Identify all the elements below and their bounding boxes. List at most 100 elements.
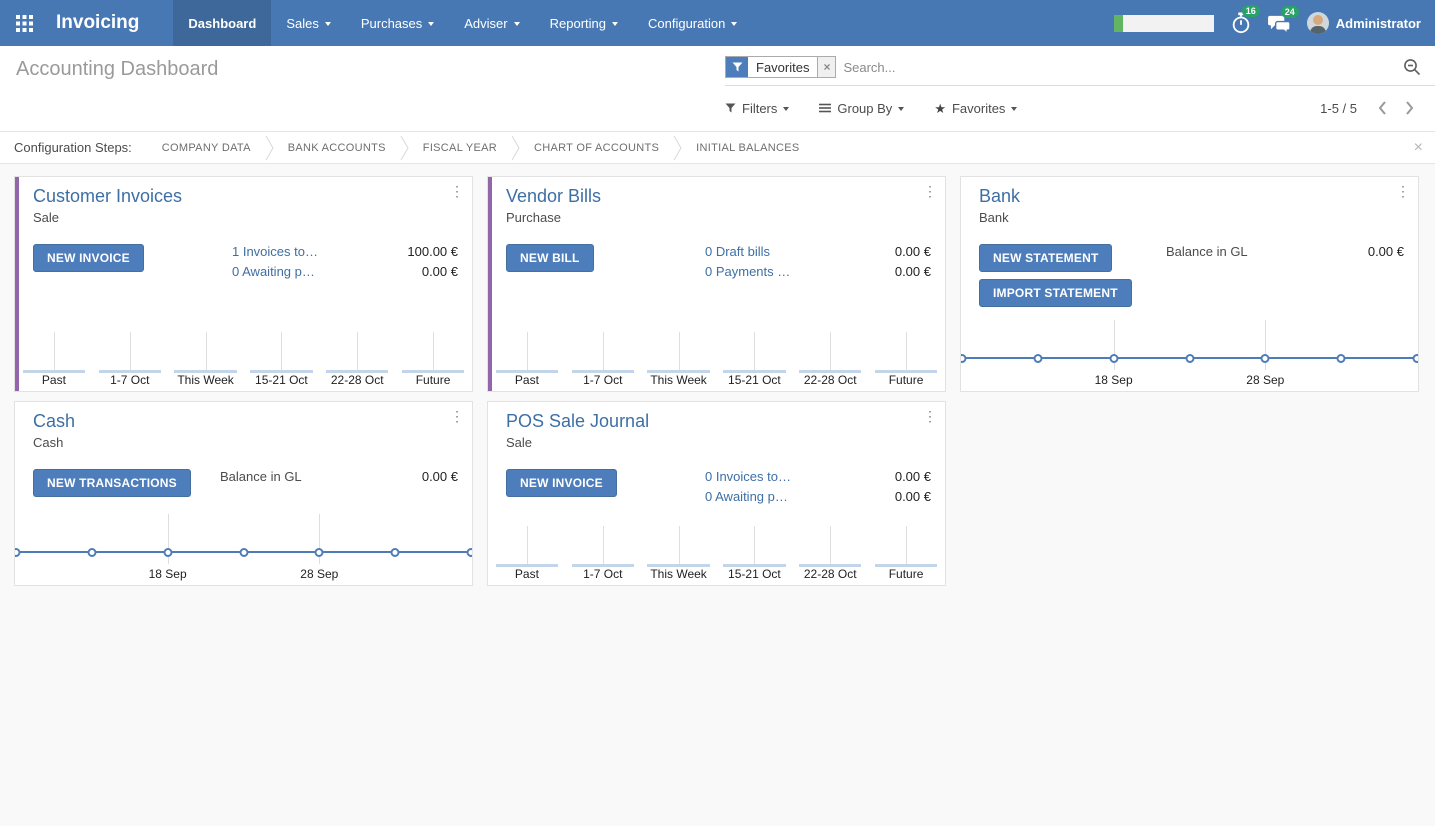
chart-bar bbox=[723, 564, 786, 567]
link-column: 0 Draft bills 0 Payments … bbox=[705, 244, 825, 279]
invoices-to-validate-link[interactable]: 0 Invoices to… bbox=[705, 469, 791, 484]
chart-tick bbox=[754, 526, 756, 564]
kebab-menu-icon[interactable]: ⋮ bbox=[450, 183, 464, 199]
chart-tick bbox=[205, 332, 207, 370]
kebab-menu-icon[interactable]: ⋮ bbox=[1396, 183, 1410, 199]
chart-bar bbox=[174, 370, 237, 373]
menu-sales[interactable]: Sales bbox=[271, 0, 346, 46]
menu-configuration[interactable]: Configuration bbox=[633, 0, 752, 46]
step-initial-balances[interactable]: INITIAL BALANCES bbox=[696, 141, 800, 154]
bar-category-label: This Week bbox=[177, 373, 234, 387]
menu-label: Sales bbox=[286, 15, 319, 31]
kebab-menu-icon[interactable]: ⋮ bbox=[923, 183, 937, 199]
draft-bills-link[interactable]: 0 Draft bills bbox=[705, 244, 771, 259]
search-bar: Favorites × bbox=[725, 56, 1435, 86]
awaiting-payments-link[interactable]: 0 Awaiting p… bbox=[705, 489, 788, 504]
bar-category-label: 22-28 Oct bbox=[803, 373, 857, 387]
journal-title-link[interactable]: Customer Invoices bbox=[33, 186, 183, 206]
bar-chart-slot: Past bbox=[489, 332, 565, 390]
chart-bar bbox=[571, 564, 634, 567]
menu-dashboard[interactable]: Dashboard bbox=[173, 0, 272, 46]
invoices-to-validate-link[interactable]: 1 Invoices to… bbox=[232, 244, 318, 259]
journal-subtitle: Purchase bbox=[506, 210, 561, 225]
card-header: POS Sale Journal Sale bbox=[488, 402, 945, 450]
facet-label: Favorites bbox=[748, 57, 818, 77]
bar-chart-slot: This Week bbox=[641, 526, 717, 584]
journal-card-cash: Cash Cash ⋮ NEW TRANSACTIONS Balance in … bbox=[14, 401, 473, 586]
menu-purchases[interactable]: Purchases bbox=[346, 0, 449, 46]
apps-menu-button[interactable] bbox=[0, 0, 48, 46]
chevron-down-icon bbox=[612, 22, 618, 26]
chart-point bbox=[961, 354, 967, 363]
journal-title-link[interactable]: Vendor Bills bbox=[506, 186, 602, 206]
menu-reporting[interactable]: Reporting bbox=[535, 0, 633, 46]
dashboard-kanban: Customer Invoices Sale ⋮ NEW INVOICE 1 I… bbox=[0, 164, 1435, 826]
amount-value: 0.00 € bbox=[894, 489, 931, 504]
menu-adviser[interactable]: Adviser bbox=[449, 0, 534, 46]
search-icon[interactable] bbox=[1403, 58, 1421, 76]
new-invoice-button[interactable]: NEW INVOICE bbox=[33, 244, 144, 272]
line-tick-label: 28 Sep bbox=[300, 567, 339, 581]
card-header: Cash Cash bbox=[15, 402, 472, 450]
chevron-left-icon bbox=[1378, 101, 1386, 115]
journal-title-link[interactable]: Bank bbox=[979, 186, 1021, 206]
new-statement-button[interactable]: NEW STATEMENT bbox=[979, 244, 1113, 272]
chart-gridline bbox=[1265, 320, 1267, 370]
amount-value: 0.00 € bbox=[894, 469, 931, 484]
menu-label: Configuration bbox=[648, 15, 726, 31]
favorites-button[interactable]: ★ Favorites bbox=[934, 101, 1018, 116]
chart-point bbox=[163, 548, 173, 557]
step-chart-of-accounts[interactable]: CHART OF ACCOUNTS bbox=[534, 141, 660, 154]
pager-next-button[interactable] bbox=[1400, 99, 1419, 117]
journal-title-link[interactable]: POS Sale Journal bbox=[506, 411, 650, 431]
kebab-menu-icon[interactable]: ⋮ bbox=[923, 408, 937, 424]
line-tick-label: 18 Sep bbox=[148, 567, 187, 581]
awaiting-payments-link[interactable]: 0 Awaiting p… bbox=[232, 264, 315, 279]
bar-category-label: This Week bbox=[650, 567, 707, 581]
chart-point bbox=[239, 548, 248, 557]
group-by-button[interactable]: Group By bbox=[819, 101, 905, 116]
filters-button[interactable]: Filters bbox=[725, 101, 790, 116]
journal-bar-chart: Past 1-7 Oct This Week 15-21 Oct 22-28 O… bbox=[489, 526, 944, 584]
pager-value[interactable]: 1-5 / 5 bbox=[1320, 100, 1357, 116]
import-statement-button[interactable]: IMPORT STATEMENT bbox=[979, 279, 1132, 307]
journal-bar-chart: Past 1-7 Oct This Week 15-21 Oct 22-28 O… bbox=[16, 332, 471, 390]
pager-previous-button[interactable] bbox=[1373, 99, 1392, 117]
card-header: Vendor Bills Purchase bbox=[488, 177, 945, 225]
step-company-data[interactable]: COMPANY DATA bbox=[161, 141, 251, 154]
chart-bar bbox=[22, 370, 86, 373]
messaging-button[interactable]: 24 bbox=[1267, 5, 1299, 34]
chart-point bbox=[15, 548, 21, 557]
user-menu[interactable]: Administrator bbox=[1306, 12, 1421, 34]
bar-category-label: 22-28 Oct bbox=[803, 567, 857, 581]
main-menu: Dashboard Sales Purchases Adviser Report… bbox=[173, 0, 752, 46]
close-icon[interactable]: × bbox=[1413, 138, 1423, 156]
bar-category-label: 15-21 Oct bbox=[728, 373, 781, 387]
payments-link[interactable]: 0 Payments … bbox=[705, 264, 791, 279]
search-input[interactable] bbox=[843, 59, 1403, 75]
bar-category-label: 1-7 Oct bbox=[583, 373, 623, 387]
facet-remove-icon[interactable]: × bbox=[817, 57, 836, 77]
kebab-menu-icon[interactable]: ⋮ bbox=[450, 408, 464, 424]
journal-bar-chart: Past 1-7 Oct This Week 15-21 Oct 22-28 O… bbox=[489, 332, 944, 390]
app-brand[interactable]: Invoicing bbox=[56, 12, 140, 33]
filter-icon bbox=[725, 103, 736, 113]
journal-card-pos-sale-journal: POS Sale Journal Sale ⋮ NEW INVOICE 0 In… bbox=[487, 401, 946, 586]
chart-tick bbox=[526, 526, 528, 564]
new-invoice-button[interactable]: NEW INVOICE bbox=[506, 469, 617, 497]
usage-progress-bar bbox=[1113, 14, 1214, 32]
step-fiscal-year[interactable]: FISCAL YEAR bbox=[422, 141, 498, 154]
amount-column: 0.00 € 0.00 € bbox=[825, 469, 931, 504]
link-column: 0 Invoices to… 0 Awaiting p… bbox=[705, 469, 825, 504]
new-bill-button[interactable]: NEW BILL bbox=[506, 244, 594, 272]
new-transactions-button[interactable]: NEW TRANSACTIONS bbox=[33, 469, 191, 497]
chart-point bbox=[87, 548, 97, 557]
card-body: NEW INVOICE 0 Invoices to… 0 Awaiting p…… bbox=[488, 450, 945, 504]
timesheet-timer-button[interactable]: 16 bbox=[1230, 5, 1260, 34]
step-bank-accounts[interactable]: BANK ACCOUNTS bbox=[287, 141, 386, 154]
search-facet[interactable]: Favorites × bbox=[725, 56, 837, 78]
balance-in-gl-label: Balance in GL bbox=[1166, 244, 1248, 259]
journal-title-link[interactable]: Cash bbox=[33, 411, 76, 431]
configuration-steps-bar: Configuration Steps: COMPANY DATA BANK A… bbox=[0, 131, 1435, 164]
search-actions-row: Filters Group By ★ Favorites 1-5 / 5 bbox=[725, 99, 1435, 117]
